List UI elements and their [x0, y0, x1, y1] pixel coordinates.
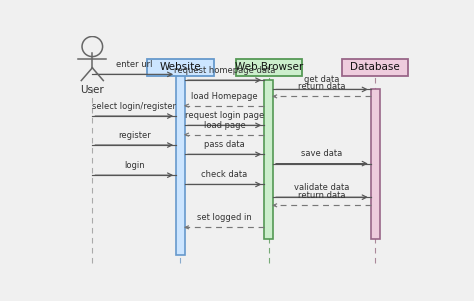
Text: Web Browser: Web Browser: [235, 62, 303, 73]
Text: Website: Website: [160, 62, 201, 73]
Text: request login page: request login page: [185, 111, 264, 120]
Text: load Homepage: load Homepage: [191, 92, 258, 101]
Text: login: login: [124, 161, 145, 170]
Text: validate data: validate data: [294, 183, 350, 192]
Text: Database: Database: [350, 62, 400, 73]
Text: return data: return data: [298, 82, 346, 91]
Text: pass data: pass data: [204, 140, 245, 149]
Text: load page: load page: [204, 120, 246, 129]
Text: select login/register: select login/register: [92, 102, 176, 111]
Text: return data: return data: [298, 191, 346, 200]
FancyBboxPatch shape: [264, 80, 273, 239]
Text: enter url: enter url: [116, 60, 153, 69]
FancyBboxPatch shape: [342, 59, 408, 76]
FancyBboxPatch shape: [236, 59, 301, 76]
Text: save data: save data: [301, 150, 343, 159]
Text: User: User: [81, 85, 104, 95]
FancyBboxPatch shape: [176, 74, 185, 255]
Text: request homepage data: request homepage data: [174, 66, 275, 75]
Text: get data: get data: [304, 75, 339, 84]
FancyBboxPatch shape: [147, 59, 213, 76]
Text: set logged in: set logged in: [197, 213, 252, 222]
FancyBboxPatch shape: [371, 89, 380, 239]
Text: register: register: [118, 131, 151, 140]
Text: check data: check data: [201, 170, 248, 179]
